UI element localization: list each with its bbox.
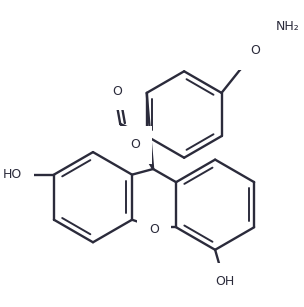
- Text: NH₂: NH₂: [276, 20, 300, 33]
- Text: OH: OH: [215, 275, 234, 288]
- Text: O: O: [250, 44, 260, 57]
- Text: HO: HO: [3, 168, 22, 181]
- Text: O: O: [130, 138, 140, 151]
- Text: O: O: [112, 84, 122, 98]
- Text: O: O: [149, 223, 159, 236]
